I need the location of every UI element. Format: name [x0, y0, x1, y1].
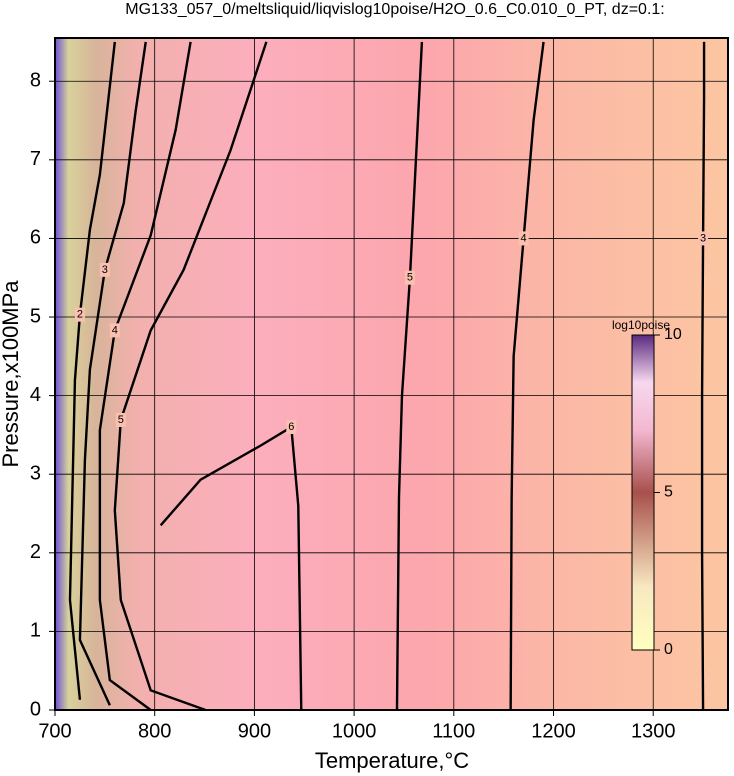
- x-tick-label: 900: [238, 720, 271, 742]
- plot-frame: [54, 37, 729, 711]
- x-tick-label: 800: [138, 720, 171, 742]
- colorbar-tick-label: 10: [664, 326, 682, 343]
- contour-line: [159, 425, 303, 711]
- y-tick-label: 6: [30, 227, 41, 249]
- x-tick-label: 1000: [332, 720, 377, 742]
- y-tick-label: 1: [30, 620, 41, 642]
- contour-label-bg: [74, 307, 85, 322]
- y-axis-label: Pressure,x100MPa: [0, 280, 23, 468]
- contour-label-bg: [115, 412, 126, 427]
- contour-label: 5: [118, 414, 124, 426]
- contour-line: [395, 41, 424, 711]
- colorbar-tick-label: 0: [664, 641, 673, 658]
- x-tick-label: 1300: [631, 720, 676, 742]
- y-tick-label: 8: [30, 70, 41, 92]
- y-tick-label: 2: [30, 541, 41, 563]
- contour-label-bg: [518, 231, 529, 246]
- y-tick-label: 4: [30, 384, 41, 406]
- contour-label: 2: [77, 309, 83, 321]
- contour-label: 6: [288, 421, 294, 433]
- chart-title: MG133_057_0/meltsliquid/liqvislog10poise…: [125, 1, 664, 18]
- contour-label-bg: [698, 231, 709, 246]
- contour-label-bg: [99, 262, 110, 277]
- y-tick-label: 3: [30, 462, 41, 484]
- contour-line: [78, 41, 147, 706]
- x-tick-label: 1100: [432, 720, 475, 742]
- x-axis-label: Temperature,°C: [315, 748, 469, 773]
- contour-line: [98, 41, 192, 711]
- contour-label: 3: [102, 264, 108, 276]
- colorbar: [631, 334, 655, 651]
- colorbar-label: log10poise: [612, 318, 670, 332]
- contour-label-bg: [404, 270, 415, 285]
- contour-label: 4: [112, 324, 118, 336]
- y-tick-label: 5: [30, 305, 41, 327]
- contour-line: [509, 41, 545, 711]
- y-tick-label: 7: [30, 148, 41, 170]
- contour-label-bg: [109, 323, 120, 338]
- contour-line: [700, 41, 706, 711]
- contour-label: 3: [700, 232, 706, 244]
- colorbar-tick-label: 5: [664, 484, 673, 501]
- x-tick-label: 1200: [531, 720, 576, 742]
- contour-label-bg: [286, 420, 297, 435]
- contour-label: 4: [521, 232, 527, 244]
- plot-background: [55, 38, 728, 710]
- contour-label: 5: [407, 272, 413, 284]
- y-tick-label: 0: [30, 698, 41, 720]
- x-tick-label: 700: [38, 720, 71, 742]
